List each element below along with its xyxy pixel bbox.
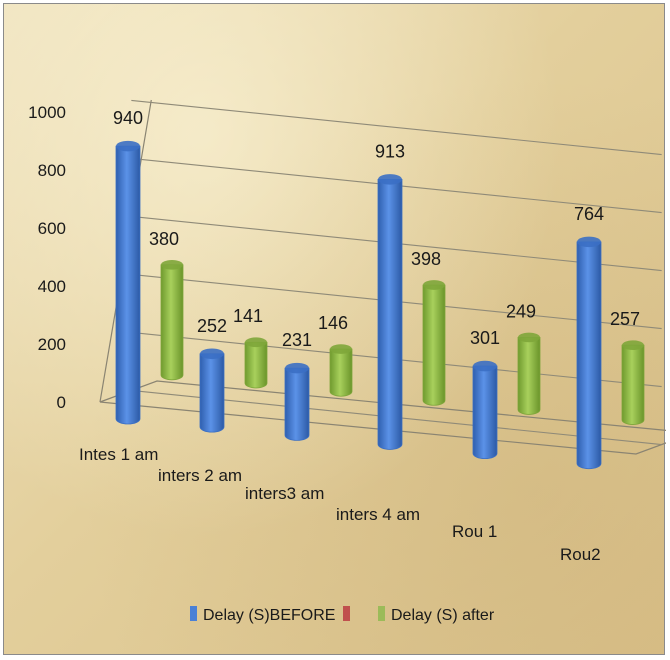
bar-before-top bbox=[473, 360, 497, 372]
gridline bbox=[131, 99, 662, 156]
bar-after bbox=[329, 344, 353, 397]
y-tick-label: 200 bbox=[38, 335, 66, 354]
y-tick-label: 600 bbox=[38, 219, 66, 238]
data-label-after: 146 bbox=[318, 313, 348, 333]
data-label-before: 231 bbox=[282, 330, 312, 350]
bar-before bbox=[472, 360, 498, 460]
chart-frame: 0 200 400 600 800 1000 380 940 141 252 146 231 398 9… bbox=[3, 3, 666, 655]
x-category-label: Rou2 bbox=[560, 545, 601, 564]
legend-label-after: Delay (S) after bbox=[391, 607, 495, 624]
bar-after-top bbox=[518, 332, 540, 343]
bar-before-body bbox=[115, 145, 141, 425]
data-label-after: 398 bbox=[411, 249, 441, 269]
data-label-after: 257 bbox=[610, 309, 640, 329]
bar-before-top bbox=[285, 362, 309, 374]
bar-before bbox=[576, 236, 602, 470]
y-tick-label: 0 bbox=[57, 393, 66, 412]
bar-before bbox=[284, 362, 310, 441]
data-label-after: 141 bbox=[233, 306, 263, 326]
bar-before bbox=[115, 140, 141, 425]
x-category-label: inters 2 am bbox=[158, 466, 242, 485]
bar-before-body bbox=[284, 367, 310, 441]
bar-after-body bbox=[329, 348, 353, 397]
bar-after-top bbox=[622, 340, 644, 351]
data-label-before: 764 bbox=[574, 204, 604, 224]
data-label-after: 249 bbox=[506, 301, 536, 321]
bar-after bbox=[422, 280, 446, 406]
bar-after-body bbox=[517, 337, 541, 415]
bar-before-body bbox=[472, 365, 498, 460]
bar-before-top bbox=[577, 236, 601, 248]
bar-after-top bbox=[423, 280, 445, 290]
bar-before-body bbox=[576, 241, 602, 470]
y-tick-label: 400 bbox=[38, 277, 66, 296]
x-category-label: Rou 1 bbox=[452, 522, 497, 541]
legend-swatch-unnamed bbox=[343, 606, 350, 621]
chart-bars: 380 940 141 252 146 231 398 913 249 301 257 764 bbox=[113, 108, 645, 470]
x-category-label: inters 4 am bbox=[336, 505, 420, 524]
bar-before bbox=[377, 174, 403, 450]
data-label-before: 913 bbox=[375, 141, 405, 161]
bar-after-top bbox=[161, 259, 183, 270]
bar-before-top bbox=[116, 140, 140, 152]
legend-item-before: Delay (S)BEFORE bbox=[190, 606, 335, 624]
bar-after-body bbox=[244, 341, 268, 389]
bar-after bbox=[621, 340, 645, 425]
bar-after-top bbox=[330, 344, 352, 354]
bar-after-body bbox=[160, 264, 184, 381]
data-label-before: 301 bbox=[470, 328, 500, 348]
data-label-before: 940 bbox=[113, 108, 143, 128]
x-category-label: Intes 1 am bbox=[79, 445, 158, 464]
bar-after bbox=[244, 337, 268, 389]
bar-after-top bbox=[245, 337, 267, 348]
legend: Delay (S)BEFORE Delay (S) after bbox=[190, 606, 495, 624]
x-category-label: inters3 am bbox=[245, 484, 324, 503]
bar-before bbox=[199, 348, 225, 433]
bar-before-body bbox=[199, 353, 225, 433]
bar-after bbox=[517, 332, 541, 415]
legend-item-after: Delay (S) after bbox=[378, 606, 495, 624]
data-label-before: 252 bbox=[197, 316, 227, 336]
legend-swatch-before bbox=[190, 606, 197, 621]
bar-before-top bbox=[200, 348, 224, 360]
legend-swatch-after bbox=[378, 606, 385, 621]
bar-before-body bbox=[377, 178, 403, 450]
chart-svg: 0 200 400 600 800 1000 380 940 141 252 146 231 398 9… bbox=[28, 99, 666, 624]
data-label-after: 380 bbox=[149, 229, 179, 249]
bar-after-body bbox=[422, 284, 446, 406]
legend-label-before: Delay (S)BEFORE bbox=[203, 607, 335, 624]
y-tick-label: 1000 bbox=[28, 103, 66, 122]
bar-after-body bbox=[621, 344, 645, 425]
bar-before-top bbox=[378, 174, 402, 185]
bar-after bbox=[160, 259, 184, 381]
y-tick-label: 800 bbox=[38, 161, 66, 180]
